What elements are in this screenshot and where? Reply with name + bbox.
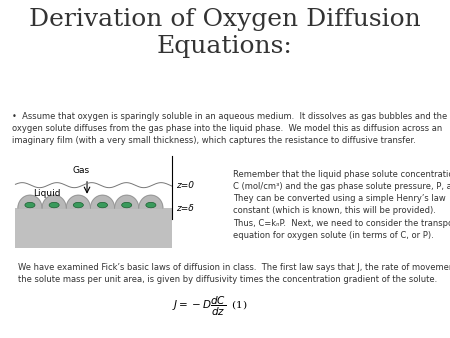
Text: Derivation of Oxygen Diffusion
Equations:: Derivation of Oxygen Diffusion Equations…: [29, 8, 421, 57]
Text: z=0: z=0: [176, 180, 194, 190]
Polygon shape: [66, 195, 90, 208]
Text: We have examined Fick’s basic laws of diffusion in class.  The first law says th: We have examined Fick’s basic laws of di…: [18, 263, 450, 284]
Ellipse shape: [25, 202, 35, 208]
Polygon shape: [18, 195, 42, 208]
Polygon shape: [42, 195, 66, 208]
Bar: [15, 208, 172, 248]
Ellipse shape: [122, 202, 132, 208]
Ellipse shape: [98, 202, 108, 208]
Ellipse shape: [146, 202, 156, 208]
Text: z=δ: z=δ: [176, 204, 194, 213]
Polygon shape: [90, 195, 114, 208]
Ellipse shape: [49, 202, 59, 208]
Text: $J = -D\dfrac{dC}{dz}$  (1): $J = -D\dfrac{dC}{dz}$ (1): [172, 295, 248, 318]
Text: Gas: Gas: [72, 166, 90, 175]
Polygon shape: [115, 195, 139, 208]
Text: Remember that the liquid phase solute concentration,
C (mol/cm³) and the gas pha: Remember that the liquid phase solute co…: [233, 170, 450, 240]
Text: •  Assume that oxygen is sparingly soluble in an aqueous medium.  It dissolves a: • Assume that oxygen is sparingly solubl…: [12, 112, 447, 145]
Ellipse shape: [73, 202, 83, 208]
Text: Liquid: Liquid: [33, 189, 60, 198]
Polygon shape: [139, 195, 163, 208]
